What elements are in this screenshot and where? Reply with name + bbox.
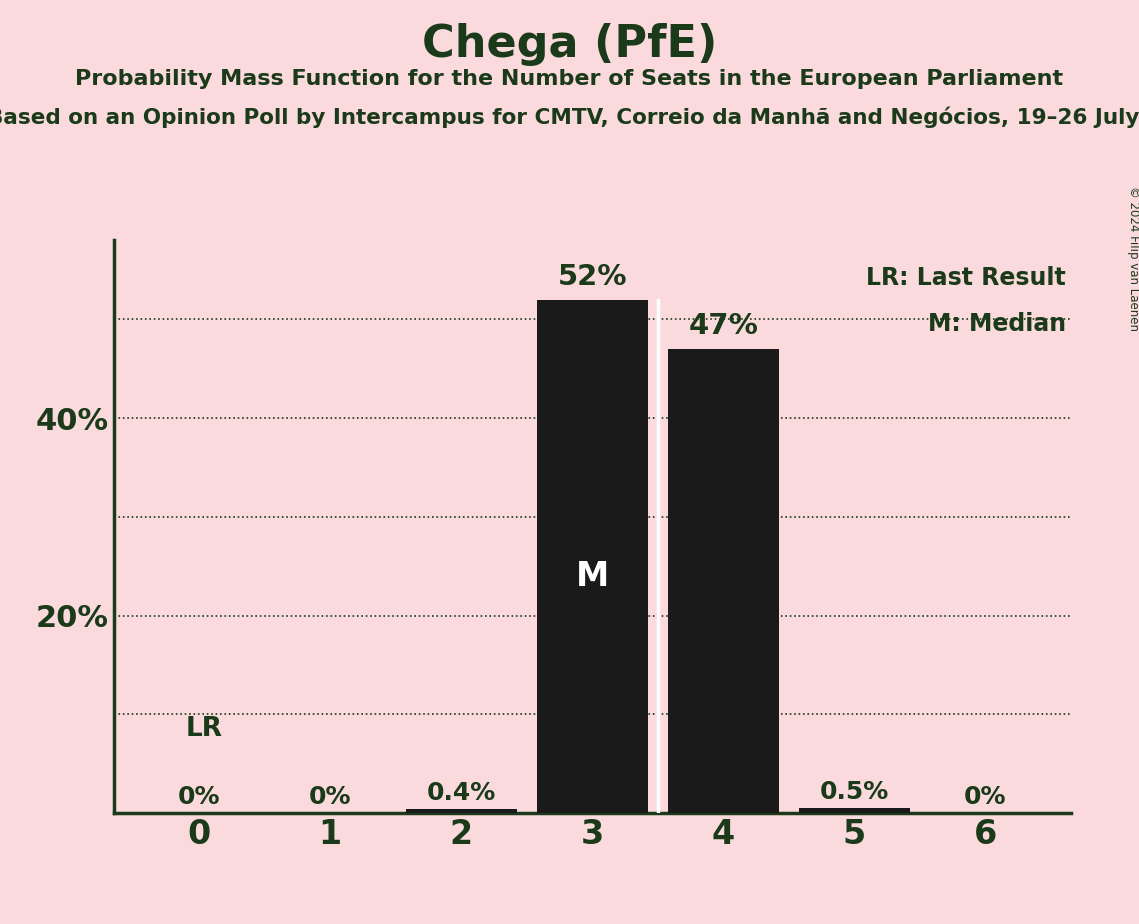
Bar	[536, 299, 648, 813]
Text: 52%: 52%	[557, 262, 628, 291]
Text: 0%: 0%	[309, 785, 352, 809]
Text: M: Median: M: Median	[928, 312, 1066, 335]
Text: M: M	[575, 560, 609, 592]
Text: 0%: 0%	[178, 785, 220, 809]
Text: 47%: 47%	[688, 312, 759, 340]
Text: LR: LR	[186, 716, 223, 742]
Text: © 2024 Filip van Laenen: © 2024 Filip van Laenen	[1126, 187, 1139, 331]
Text: 0.5%: 0.5%	[820, 780, 890, 804]
Text: 0%: 0%	[965, 785, 1007, 809]
Bar	[667, 349, 779, 813]
Text: LR: Last Result: LR: Last Result	[866, 266, 1066, 290]
Text: 0.4%: 0.4%	[427, 781, 495, 805]
Text: Probability Mass Function for the Number of Seats in the European Parliament: Probability Mass Function for the Number…	[75, 69, 1064, 90]
Text: Based on an Opinion Poll by Intercampus for CMTV, Correio da Manhã and Negócios,: Based on an Opinion Poll by Intercampus …	[0, 106, 1139, 128]
Bar	[405, 809, 517, 813]
Text: Chega (PfE): Chega (PfE)	[421, 23, 718, 67]
Bar	[798, 808, 910, 813]
